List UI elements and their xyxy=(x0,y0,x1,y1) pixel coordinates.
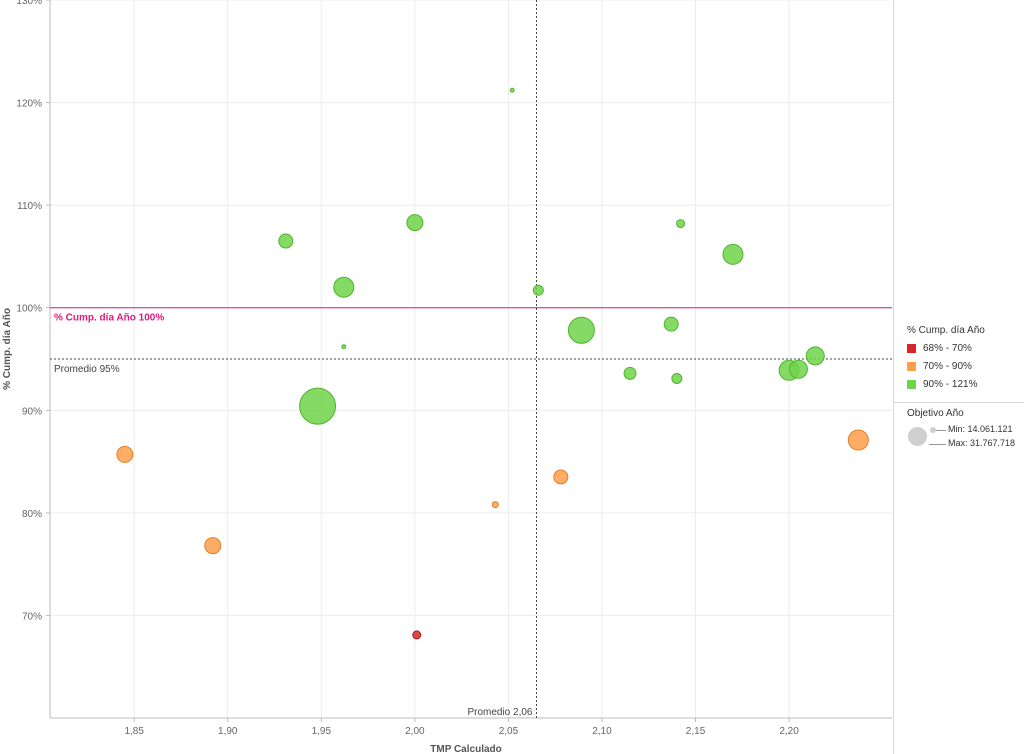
x-tick-label: 1,90 xyxy=(218,726,238,737)
data-point[interactable] xyxy=(509,87,515,93)
data-point[interactable] xyxy=(663,316,679,332)
data-points xyxy=(116,87,869,640)
data-point[interactable] xyxy=(333,276,355,298)
size-legend-min-label: Min: 14.061.121 xyxy=(948,424,1013,434)
legend-item-70-90[interactable]: 70% - 90% xyxy=(907,361,972,372)
x-tick-label: 2,10 xyxy=(592,726,612,737)
data-point[interactable] xyxy=(412,630,422,640)
legend-swatch-red xyxy=(907,344,916,353)
size-legend-max-connector xyxy=(929,444,946,445)
data-point[interactable] xyxy=(671,372,683,384)
legend-item-90-121[interactable]: 90% - 121% xyxy=(907,379,977,390)
legend-item-label: 90% - 121% xyxy=(923,379,978,390)
scatter-chart: 70% 80% 90% 100% 110% 120% 130% 1,85 1,90 1,95 2,… xyxy=(2,0,892,754)
average-x-label: Promedio 2,06 xyxy=(467,707,532,718)
y-tick-label: 130% xyxy=(16,0,42,7)
data-point[interactable] xyxy=(567,316,595,344)
x-tick-label: 2,00 xyxy=(405,726,425,737)
legend-divider xyxy=(894,402,1024,403)
data-point[interactable] xyxy=(805,346,825,366)
legend-item-68-70[interactable]: 68% - 70% xyxy=(907,343,972,354)
y-tick-labels: 70% 80% 90% 100% 110% 120% 130% xyxy=(16,0,42,622)
x-tick-label: 2,20 xyxy=(779,726,799,737)
size-legend-min-connector xyxy=(936,430,946,431)
y-tick-label: 80% xyxy=(22,509,42,520)
y-axis-title: % Cump. día Año xyxy=(2,308,13,390)
legend-item-label: 68% - 70% xyxy=(923,343,972,354)
legend-swatch-orange xyxy=(907,362,916,371)
data-point[interactable] xyxy=(116,445,134,463)
average-y-label: Promedio 95% xyxy=(54,364,120,375)
data-point[interactable] xyxy=(722,243,744,265)
size-legend-title: Objetivo Año xyxy=(907,408,964,419)
legend-swatch-green xyxy=(907,380,916,389)
x-tick-label: 2,05 xyxy=(499,726,519,737)
data-point[interactable] xyxy=(491,501,499,509)
y-tick-label: 70% xyxy=(22,611,42,622)
size-legend-min-circle xyxy=(930,427,936,433)
size-legend-max-label: Max: 31.767.718 xyxy=(948,438,1016,448)
target-line-label: % Cump. día Año 100% xyxy=(54,313,164,324)
data-point[interactable] xyxy=(847,429,869,451)
x-tick-label: 2,15 xyxy=(686,726,706,737)
data-point[interactable] xyxy=(299,387,337,425)
data-point[interactable] xyxy=(623,366,637,380)
size-legend-max-circle xyxy=(908,427,927,446)
data-point[interactable] xyxy=(204,537,222,555)
data-point[interactable] xyxy=(341,344,347,350)
data-point[interactable] xyxy=(676,219,686,229)
data-point[interactable] xyxy=(532,284,544,296)
x-tick-label: 1,85 xyxy=(124,726,144,737)
x-tick-label: 1,95 xyxy=(312,726,332,737)
y-tick-label: 120% xyxy=(16,99,42,110)
y-tick-label: 90% xyxy=(22,406,42,417)
legend-panel: % Cump. día Año 68% - 70% 70% - 90% 90% … xyxy=(893,0,1024,754)
y-tick-label: 100% xyxy=(16,304,42,315)
data-point[interactable] xyxy=(278,233,294,249)
data-point[interactable] xyxy=(406,214,424,232)
legend-item-label: 70% - 90% xyxy=(923,361,972,372)
color-legend-title: % Cump. día Año xyxy=(907,325,985,336)
x-axis-title: TMP Calculado xyxy=(430,744,502,754)
data-point[interactable] xyxy=(788,359,808,379)
grid-lines xyxy=(46,0,892,722)
y-tick-label: 110% xyxy=(17,201,42,212)
x-tick-labels: 1,85 1,90 1,95 2,00 2,05 2,10 2,15 2,20 xyxy=(124,726,799,737)
data-point[interactable] xyxy=(553,469,569,485)
